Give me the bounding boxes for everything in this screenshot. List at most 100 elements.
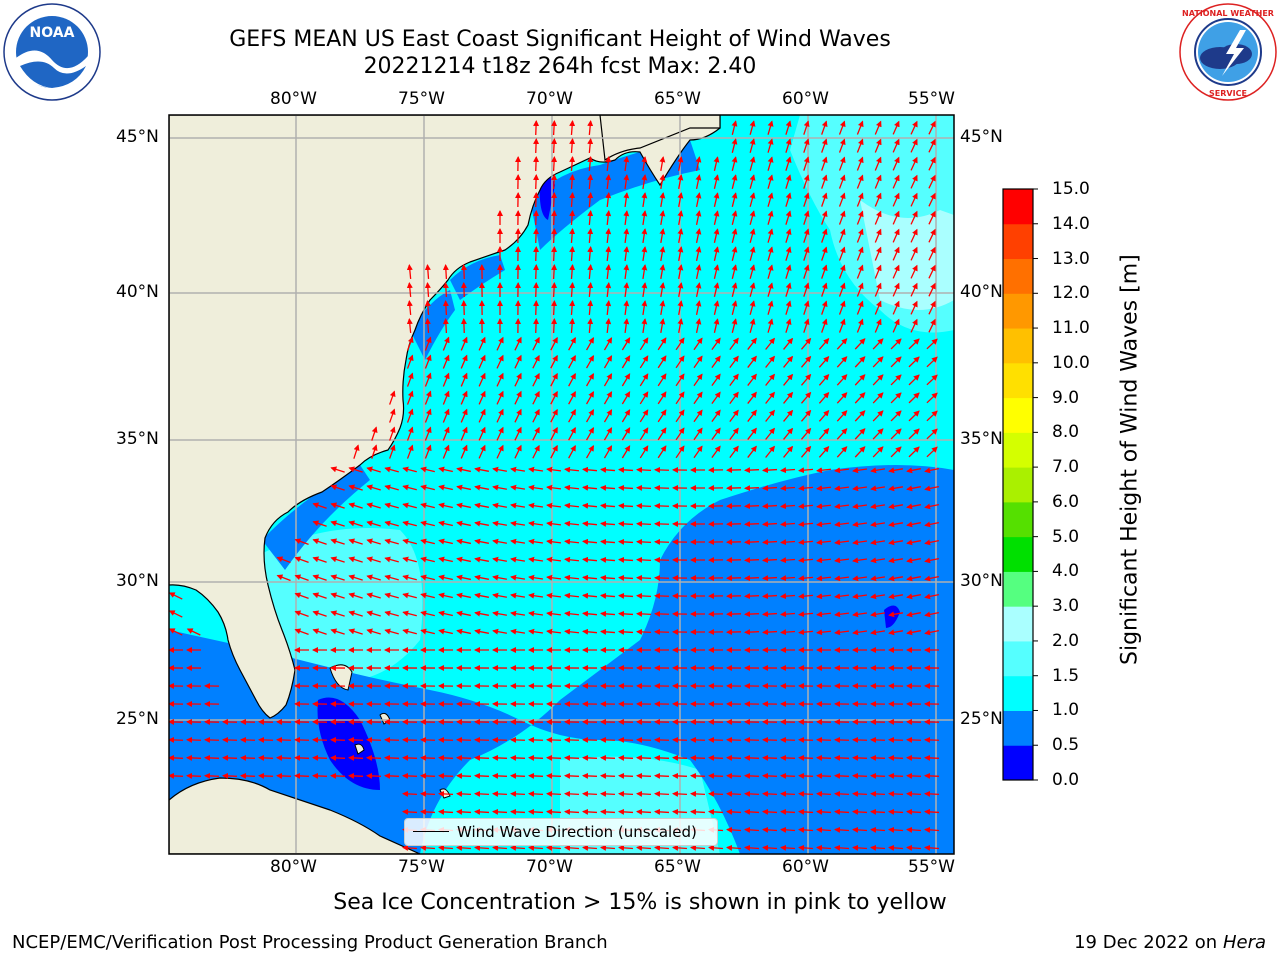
wave-direction-arrow (402, 844, 418, 851)
wave-direction-arrow (294, 610, 309, 617)
wave-direction-arrow (870, 629, 886, 636)
wave-direction-arrow (546, 844, 562, 851)
wave-direction-arrow (890, 356, 902, 368)
wave-direction-arrow (528, 592, 544, 599)
lat-label-left-45n: 45°N (116, 127, 159, 147)
wave-direction-arrow (533, 246, 540, 262)
wave-direction-arrow (672, 808, 688, 815)
wave-direction-arrow (834, 754, 850, 761)
wave-direction-arrow (528, 574, 544, 581)
wave-direction-arrow (564, 808, 580, 815)
wave-direction-arrow (803, 282, 810, 297)
wave-direction-arrow (852, 611, 868, 618)
wave-direction-arrow (510, 628, 526, 635)
wave-direction-arrow (456, 520, 471, 527)
wave-direction-arrow (496, 354, 504, 369)
wave-direction-arrow (870, 790, 886, 797)
wave-direction-arrow (330, 538, 345, 545)
wave-direction-arrow (474, 610, 489, 617)
wave-direction-arrow (928, 318, 936, 333)
wave-direction-arrow (424, 408, 432, 423)
wave-direction-arrow (564, 484, 580, 491)
wave-direction-arrow (641, 210, 648, 226)
wave-direction-arrow (510, 754, 526, 761)
wave-direction-arrow (348, 592, 363, 599)
wave-direction-arrow (568, 390, 576, 405)
wave-direction-arrow (550, 372, 558, 387)
wave-direction-arrow (726, 754, 742, 761)
wave-direction-arrow (312, 574, 327, 581)
wave-direction-arrow (510, 484, 526, 491)
wave-direction-arrow (744, 790, 760, 797)
wave-direction-arrow (564, 502, 580, 509)
wave-direction-arrow (659, 300, 666, 316)
wave-direction-arrow (478, 354, 486, 369)
wave-direction-arrow (605, 228, 612, 244)
wave-direction-arrow (600, 628, 616, 635)
wave-direction-arrow (420, 844, 436, 851)
wave-direction-arrow (803, 192, 810, 207)
colorbar-tick-label: 15.0 (1052, 179, 1090, 199)
wave-direction-arrow (888, 575, 904, 582)
wave-direction-arrow (582, 502, 598, 509)
wave-direction-arrow (870, 611, 886, 618)
wave-direction-arrow (474, 502, 489, 509)
wave-direction-arrow (294, 754, 310, 761)
wave-direction-arrow (906, 485, 921, 492)
wave-direction-arrow (623, 210, 630, 226)
wave-direction-arrow (852, 844, 868, 851)
wave-direction-arrow (366, 628, 381, 635)
wave-direction-arrow (510, 592, 526, 599)
wave-direction-arrow (550, 336, 558, 351)
wave-direction-arrow (816, 593, 832, 600)
coastal-fringe-se (262, 465, 370, 570)
wave-direction-arrow (872, 428, 884, 440)
wave-direction-arrow (294, 592, 309, 599)
wave-direction-arrow (420, 466, 435, 473)
wave-direction-arrow (492, 772, 508, 779)
wave-direction-arrow (870, 485, 886, 492)
wave-direction-arrow (564, 592, 580, 599)
wave-direction-arrow (384, 502, 399, 509)
wave-direction-arrow (603, 409, 613, 423)
wave-direction-arrow (384, 484, 399, 491)
wave-direction-arrow (767, 192, 774, 207)
wave-direction-arrow (587, 282, 594, 298)
wave-direction-arrow (726, 772, 742, 779)
wave-direction-arrow (838, 228, 846, 243)
wave-direction-arrow (785, 300, 792, 315)
wave-direction-arrow (675, 445, 685, 459)
wave-direction-arrow (605, 156, 612, 172)
wave-direction-arrow (765, 427, 775, 440)
wave-direction-arrow (582, 844, 598, 851)
map-legend: Wind Wave Direction (unscaled) (404, 818, 718, 846)
wave-direction-arrow (330, 520, 345, 527)
wave-direction-arrow (618, 484, 634, 491)
wave-direction-arrow (910, 246, 918, 261)
wave-direction-arrow (533, 300, 540, 316)
wave-direction-arrow (762, 754, 778, 761)
wave-direction-arrow (621, 427, 631, 441)
wave-direction-arrow (928, 282, 936, 297)
wave-direction-arrow (402, 556, 417, 563)
wave-direction-arrow (659, 210, 666, 226)
wave-direction-arrow (641, 300, 648, 316)
wave-direction-arrow (603, 373, 613, 387)
wave-direction-arrow (816, 539, 832, 546)
wave-direction-arrow (785, 318, 792, 333)
wave-direction-arrow (460, 408, 468, 423)
wave-direction-arrow (474, 556, 489, 563)
lat-label-right-40n: 40°N (960, 282, 1003, 302)
wave-direction-arrow (767, 246, 774, 261)
wave-direction-arrow (744, 772, 760, 779)
wave-direction-arrow (762, 539, 778, 546)
wave-direction-arrow (803, 210, 810, 225)
wave-direction-arrow (690, 844, 706, 851)
wave-direction-arrow (551, 174, 558, 190)
wave-direction-arrow (906, 754, 922, 761)
wave-direction-arrow (780, 503, 796, 510)
wave-direction-arrow (587, 300, 594, 316)
wave-direction-arrow (348, 754, 364, 761)
sea-ice-note: Sea Ice Concentration > 15% is shown in … (333, 890, 947, 915)
wave-direction-arrow (371, 426, 378, 441)
